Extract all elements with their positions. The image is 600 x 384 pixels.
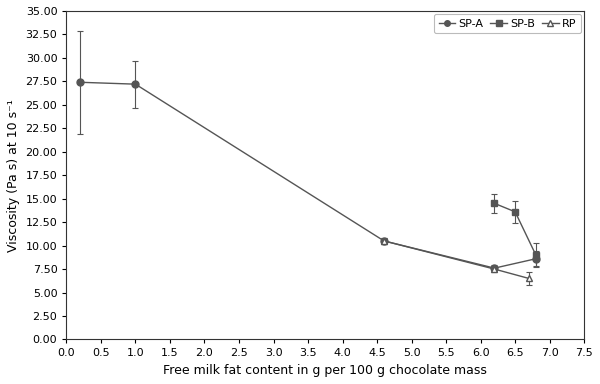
X-axis label: Free milk fat content in g per 100 g chocolate mass: Free milk fat content in g per 100 g cho…: [163, 364, 487, 377]
Legend: SP-A, SP-B, RP: SP-A, SP-B, RP: [434, 14, 581, 33]
Y-axis label: Viscosity (Pa s) at 10 s⁻¹: Viscosity (Pa s) at 10 s⁻¹: [7, 99, 20, 252]
